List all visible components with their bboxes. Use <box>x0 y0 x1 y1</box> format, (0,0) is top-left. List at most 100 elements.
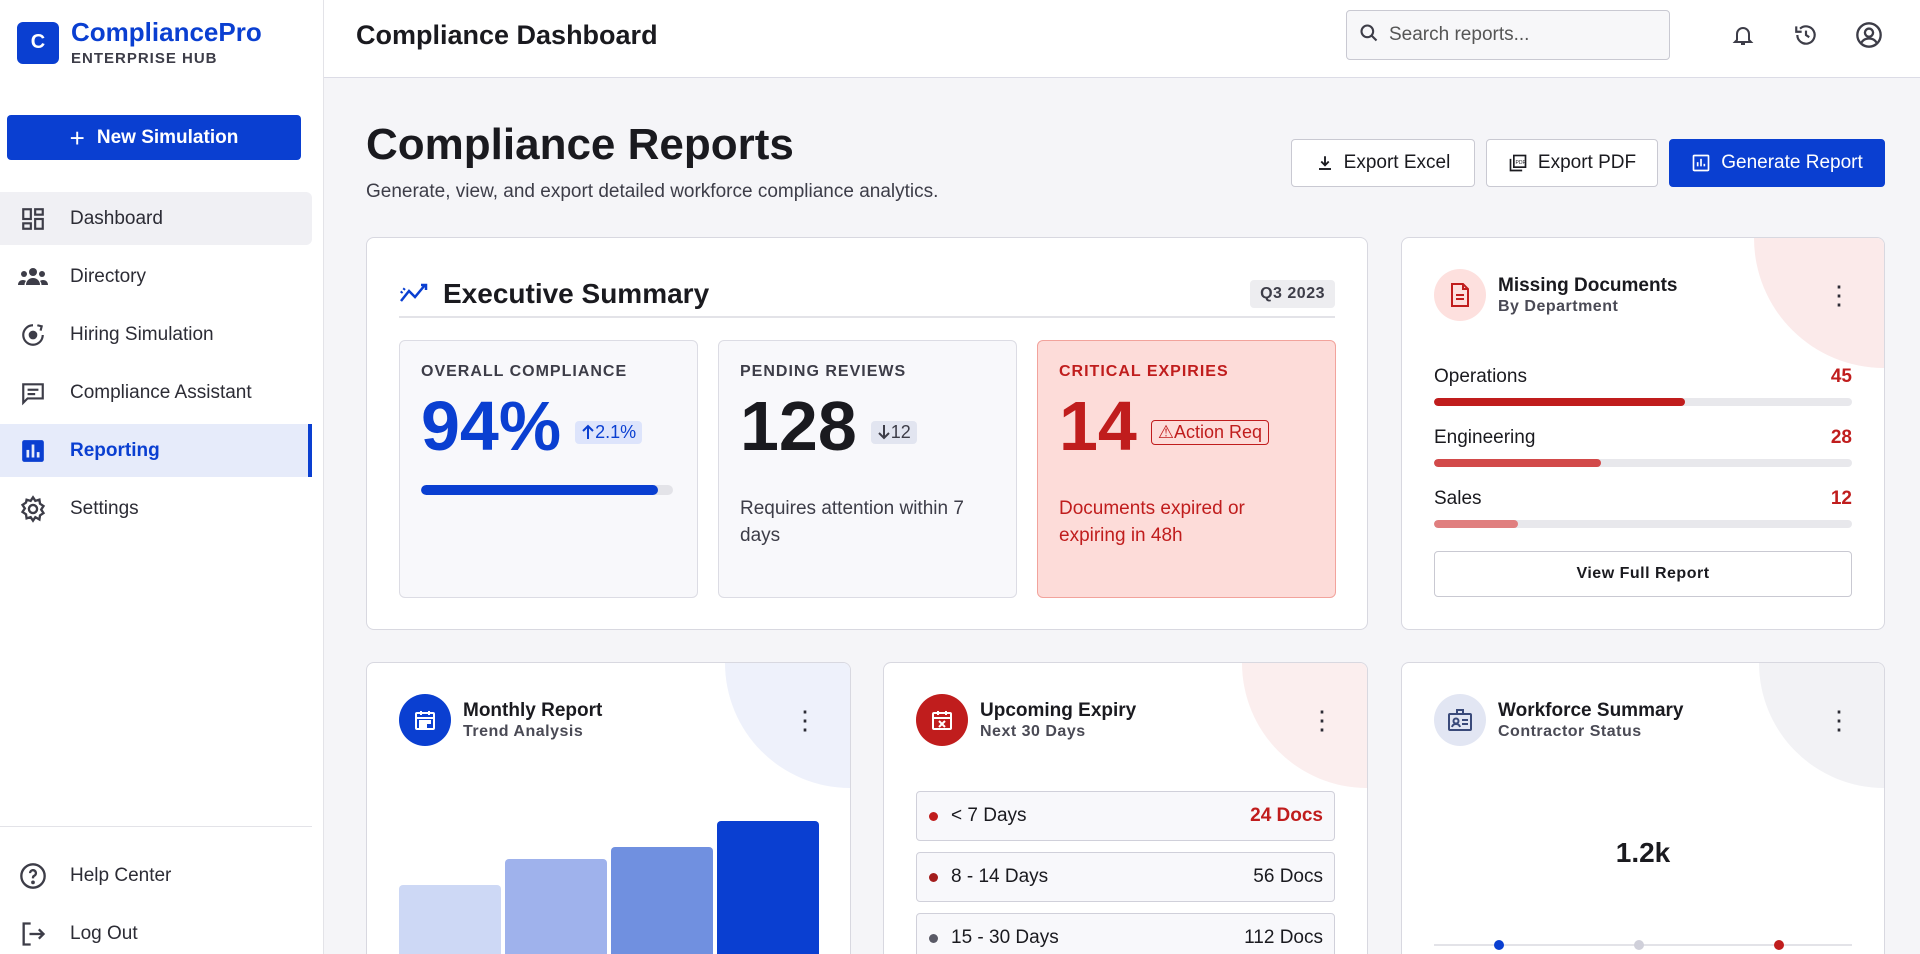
card-subtitle: Trend Analysis <box>463 722 584 740</box>
sidebar-item-dashboard[interactable]: Dashboard <box>0 192 312 245</box>
new-simulation-button[interactable]: + New Simulation <box>7 115 301 160</box>
metric-description: Requires attention within 7 days <box>740 498 964 546</box>
workforce-total: 1.2k <box>1615 837 1671 868</box>
trend-bar[interactable] <box>399 885 501 954</box>
export-pdf-label: Export PDF <box>1537 152 1637 173</box>
sidebar-nav: Dashboard Directory Hiring Simulation Co… <box>0 192 312 540</box>
department-count: 12 <box>1830 488 1852 509</box>
trend-bar[interactable] <box>611 846 713 954</box>
department-bar <box>1434 398 1852 406</box>
delta-down-chip: 12 <box>870 420 917 444</box>
sidebar-item-label: Hiring Simulation <box>70 323 214 345</box>
sidebar-item-hiring-simulation[interactable]: Hiring Simulation <box>0 308 312 361</box>
pending-reviews-metric[interactable]: PENDING REVIEWS 128 12 Requires attentio… <box>718 340 1017 598</box>
top-bar: Compliance Dashboard <box>324 0 1920 78</box>
brand[interactable]: C CompliancePro ENTERPRISE HUB <box>17 18 262 67</box>
search-input[interactable] <box>1389 24 1649 46</box>
page-subtitle: Generate, view, and export detailed work… <box>366 181 939 202</box>
card-subtitle: By Department <box>1498 297 1619 315</box>
card-title: Workforce Summary <box>1498 699 1684 721</box>
expiry-row[interactable]: < 7 Days 24 Docs <box>916 791 1335 841</box>
department-bar <box>1434 459 1852 467</box>
expiry-count: 56 Docs <box>1253 866 1323 887</box>
department-name: Operations <box>1434 366 1527 387</box>
sidebar-item-log-out[interactable]: Log Out <box>0 907 312 954</box>
header-title: Compliance Dashboard <box>356 20 658 50</box>
department-bar-fill <box>1434 398 1685 406</box>
period-badge: Q3 2023 <box>1250 280 1335 308</box>
critical-expiries-metric[interactable]: CRITICAL EXPIRIES 14 ⚠ Action Req Docume… <box>1037 340 1336 598</box>
trend-bar[interactable] <box>505 859 607 954</box>
expiry-row[interactable]: 8 - 14 Days 56 Docs <box>916 852 1335 902</box>
sidebar-item-help-center[interactable]: Help Center <box>0 849 312 902</box>
help-icon <box>18 861 48 891</box>
chat-icon <box>18 378 48 408</box>
warning-icon: ⚠ <box>1157 421 1175 442</box>
generate-report-button[interactable]: Generate Report <box>1669 139 1885 187</box>
sidebar-item-reporting[interactable]: Reporting <box>0 424 312 477</box>
trend-bar[interactable] <box>717 821 819 954</box>
sidebar-item-label: Compliance Assistant <box>70 381 252 403</box>
calendar-x-icon <box>916 694 968 746</box>
new-simulation-label: New Simulation <box>96 126 239 148</box>
metric-description: Documents expired or expiring in 48h <box>1059 498 1245 546</box>
overall-compliance-metric[interactable]: OVERALL COMPLIANCE 94% 2.1% <box>399 340 698 598</box>
more-options-icon[interactable]: ⋮ <box>1826 705 1852 735</box>
search-icon <box>1359 23 1379 48</box>
sidebar-item-directory[interactable]: Directory <box>0 250 312 303</box>
sidebar-item-label: Settings <box>70 497 139 519</box>
report-icon <box>1692 154 1710 172</box>
download-icon <box>1318 156 1331 170</box>
expiry-count: 112 Docs <box>1244 927 1323 948</box>
sidebar-item-label: Help Center <box>70 864 172 886</box>
department-row[interactable]: Operations 45 <box>1434 366 1852 427</box>
bar-chart-icon <box>18 436 48 466</box>
badge-label: Action Req <box>1174 421 1263 442</box>
upcoming-expiry-card: Upcoming Expiry Next 30 Days ⋮ < 7 Days 2… <box>883 662 1368 954</box>
status-dot <box>929 811 938 821</box>
delta-up-chip: 2.1% <box>575 420 643 444</box>
more-options-icon[interactable]: ⋮ <box>792 705 818 735</box>
bell-icon[interactable] <box>1728 20 1758 50</box>
status-dot-expired <box>1774 940 1784 950</box>
executive-summary-title: Executive Summary <box>443 278 710 309</box>
expiry-row[interactable]: 15 - 30 Days 112 Docs <box>916 913 1335 954</box>
status-dot <box>929 933 938 943</box>
more-options-icon[interactable]: ⋮ <box>1826 280 1852 310</box>
search-box[interactable] <box>1346 10 1670 60</box>
card-title: Missing Documents <box>1498 274 1678 296</box>
sidebar-item-compliance-assistant[interactable]: Compliance Assistant <box>0 366 312 419</box>
department-name: Engineering <box>1434 427 1536 448</box>
department-row[interactable]: Sales 12 <box>1434 488 1852 549</box>
expiry-range: < 7 Days <box>951 805 1027 826</box>
sidebar-item-settings[interactable]: Settings <box>0 482 312 535</box>
view-full-report-button[interactable]: View Full Report <box>1434 551 1852 597</box>
hiring-sim-icon <box>18 320 48 350</box>
card-title: Upcoming Expiry <box>980 699 1137 721</box>
progress-fill <box>421 485 658 495</box>
trend-icon <box>399 279 431 310</box>
brand-logo: C <box>17 21 59 64</box>
executive-summary-header: Executive Summary Q3 2023 <box>399 272 1335 318</box>
more-options-icon[interactable]: ⋮ <box>1309 705 1335 735</box>
page-title: Compliance Reports <box>366 120 794 169</box>
export-pdf-button[interactable]: PDF Export PDF <box>1486 139 1658 187</box>
expiry-range: 8 - 14 Days <box>951 866 1049 887</box>
sidebar-item-label: Dashboard <box>70 207 163 229</box>
department-count: 28 <box>1830 427 1852 448</box>
card-subtitle: Contractor Status <box>1498 722 1642 740</box>
history-icon[interactable] <box>1791 20 1821 50</box>
sidebar-item-label: Reporting <box>70 439 160 461</box>
metric-value: 128 <box>740 387 857 465</box>
export-excel-label: Export Excel <box>1343 152 1451 173</box>
department-row[interactable]: Engineering 28 <box>1434 427 1852 488</box>
department-bar-fill <box>1434 459 1602 467</box>
trend-bars <box>399 821 819 954</box>
status-dot-active <box>1494 940 1504 950</box>
delta-value: 12 <box>890 421 911 442</box>
account-icon[interactable] <box>1854 20 1884 50</box>
export-excel-button[interactable]: Export Excel <box>1291 139 1475 187</box>
expiry-count: 24 Docs <box>1250 805 1323 826</box>
monthly-report-card: Monthly Report Trend Analysis ⋮ <box>366 662 851 954</box>
id-badge-icon <box>1434 694 1486 746</box>
